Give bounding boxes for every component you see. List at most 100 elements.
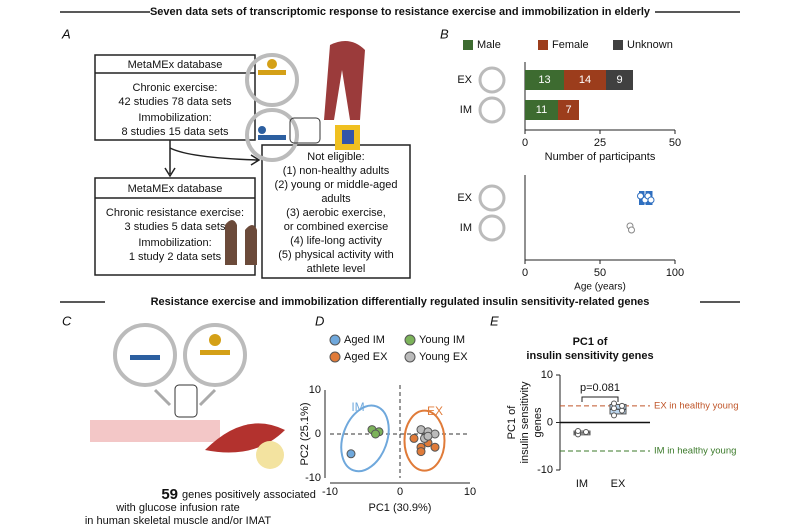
criterion: (5) physical activity with — [278, 249, 394, 261]
y-tick-label: 10 — [541, 369, 553, 381]
reference-label: IM in healthy young — [654, 446, 736, 457]
reference-label: EX in healthy young — [654, 400, 739, 411]
criterion: (1) non-healthy adults — [283, 165, 390, 177]
criterion: (4) life-long activity — [290, 235, 382, 247]
bar-segment — [525, 70, 564, 90]
box-line: 8 studies 15 data sets — [121, 126, 229, 138]
box-line: Chronic exercise: — [133, 82, 218, 94]
bar-segment — [564, 70, 606, 90]
point — [647, 196, 655, 204]
legend-swatch — [613, 40, 623, 50]
category-label: IM — [460, 104, 472, 116]
bar-segment — [525, 100, 558, 120]
point — [611, 400, 617, 407]
legend-label: Unknown — [627, 39, 673, 51]
y-axis-label: insulin sensitivity — [519, 381, 531, 463]
point — [430, 442, 440, 452]
category-label: IM — [460, 222, 472, 234]
point — [628, 226, 635, 234]
box-line: 1 study 2 data sets — [129, 251, 222, 263]
legend-swatch — [404, 334, 416, 346]
annotation: EX — [427, 404, 443, 418]
box-line: Chronic resistance exercise: — [106, 207, 244, 219]
box-title: MetaMEx database — [128, 59, 223, 71]
gene-count: 59 — [161, 486, 178, 503]
legend-swatch — [538, 40, 548, 50]
point — [637, 192, 644, 200]
y-tick-label: -10 — [537, 464, 553, 476]
legend-label: Female — [552, 39, 589, 51]
legend-swatch — [404, 351, 416, 363]
bracket — [581, 396, 619, 402]
x-tick-label: 0 — [522, 137, 528, 149]
box-title: MetaMEx database — [128, 183, 223, 195]
box-line: 3 studies 5 data sets — [125, 221, 226, 233]
criterion: adults — [321, 193, 351, 205]
x-tick-label: 100 — [666, 267, 684, 279]
value-label: 13 — [538, 74, 550, 86]
criterion: Not eligible: — [307, 151, 364, 163]
legend-label: Aged IM — [344, 334, 385, 346]
legend-swatch — [329, 334, 341, 346]
point — [416, 447, 426, 457]
y-tick-label: 10 — [309, 384, 321, 396]
box-line: Immobilization: — [138, 237, 211, 249]
criterion: athlete level — [307, 263, 366, 275]
panel-label: A — [61, 26, 71, 41]
x-tick-label: 25 — [594, 137, 606, 149]
point — [371, 429, 380, 439]
criterion: (2) young or middle-aged — [275, 179, 398, 191]
point — [583, 429, 589, 435]
x-tick-label: EX — [611, 478, 626, 490]
y-tick-label: 0 — [547, 416, 553, 428]
criterion: or combined exercise — [284, 221, 389, 233]
legend-swatch — [329, 351, 341, 363]
y-tick-label: 0 — [315, 428, 321, 440]
cluster — [340, 404, 390, 473]
x-axis-label: PC1 (30.9%) — [369, 502, 432, 514]
legend-label: Young IM — [419, 334, 465, 346]
y-axis-label: PC2 (25.1%) — [299, 403, 311, 466]
x-tick-label: 0 — [397, 486, 403, 498]
x-axis-label: Number of participants — [545, 151, 656, 163]
x-tick-label: 50 — [669, 137, 681, 149]
value-label: 9 — [616, 74, 622, 86]
top-title: Seven data sets of transcriptomic respon… — [150, 6, 651, 18]
caption-line: in human skeletal muscle and/or IMAT — [85, 515, 272, 527]
category-label: EX — [457, 74, 472, 86]
x-tick-label: 10 — [464, 486, 476, 498]
box-line: 42 studies 78 data sets — [118, 96, 232, 108]
y-tick-label: -10 — [305, 472, 321, 484]
panel-label: C — [62, 313, 72, 328]
point — [409, 433, 419, 443]
y-axis-label: PC1 of — [506, 405, 518, 440]
value-label: 7 — [565, 104, 571, 116]
cluster — [403, 409, 446, 472]
x-tick-label: 50 — [594, 267, 606, 279]
criterion: (3) aerobic exercise, — [286, 207, 386, 219]
point — [619, 402, 625, 409]
bar-segment — [606, 70, 633, 90]
legend-label: Male — [477, 39, 501, 51]
panel-label: E — [490, 313, 499, 328]
point — [575, 428, 581, 435]
x-tick-label: 0 — [522, 267, 528, 279]
caption-line: genes positively associated — [182, 489, 316, 501]
p-value: p=0.081 — [580, 382, 620, 394]
category-label: EX — [457, 192, 472, 204]
value-label: 14 — [579, 74, 591, 86]
box-line: Immobilization: — [138, 112, 211, 124]
point — [423, 431, 433, 441]
y-axis-label: genes — [532, 407, 544, 437]
x-tick-label: IM — [576, 478, 588, 490]
icons — [113, 53, 506, 387]
legend-label: Young EX — [419, 351, 468, 363]
legend-label: Aged EX — [344, 351, 388, 363]
legend-swatch — [463, 40, 473, 50]
value-label: 11 — [536, 104, 547, 116]
point — [346, 449, 356, 459]
caption-line: with glucose infusion rate — [115, 502, 240, 514]
icon-glyphs — [90, 41, 365, 469]
bar-segment — [558, 100, 579, 120]
